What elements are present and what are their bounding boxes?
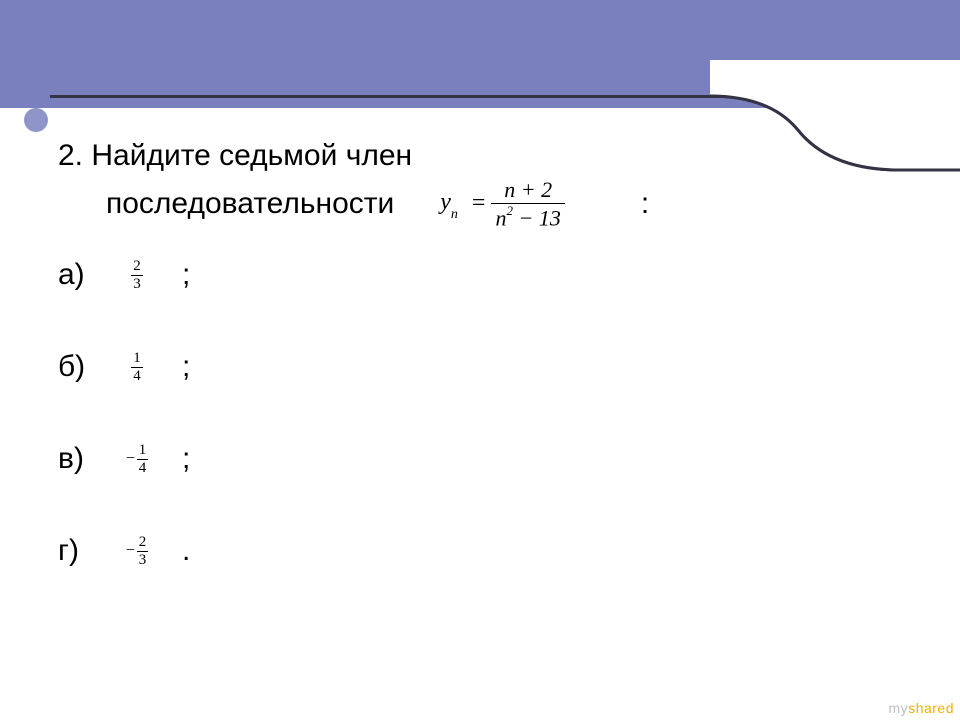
- bullet-dot-icon: [24, 108, 48, 132]
- option-label: б): [58, 350, 92, 384]
- option-g: г) − 2 3 .: [58, 527, 938, 575]
- option-fraction: 1 4: [131, 351, 143, 384]
- question-colon: :: [641, 187, 649, 221]
- option-value: 2 3: [92, 259, 182, 292]
- option-fraction: 2 3: [131, 259, 143, 292]
- option-fraction: 2 3: [137, 535, 149, 568]
- watermark-shared: shared: [908, 700, 954, 716]
- formula-eq: =: [472, 190, 486, 217]
- watermark: myshared: [889, 700, 954, 716]
- formula-fraction-bar: [491, 203, 564, 204]
- option-label: в): [58, 442, 92, 476]
- question-line-1: 2. Найдите седьмой член: [58, 136, 938, 175]
- formula-fraction: n + 2 n2 − 13: [491, 178, 564, 230]
- option-a: а) 2 3 ;: [58, 251, 938, 299]
- option-punct: ;: [182, 258, 212, 292]
- formula-lhs-sub: n: [451, 207, 458, 222]
- negative-sign: −: [126, 542, 135, 560]
- formula-numerator: n + 2: [500, 178, 556, 201]
- sequence-formula: yn = n + 2 n2 − 13: [440, 178, 565, 230]
- answer-options: а) 2 3 ; б) 1 4: [58, 251, 938, 575]
- option-v: в) − 1 4 ;: [58, 435, 938, 483]
- formula-denominator: n2 − 13: [491, 206, 564, 229]
- content-area: 2. Найдите седьмой член последовательнос…: [58, 136, 938, 575]
- slide: 2. Найдите седьмой член последовательнос…: [0, 0, 960, 720]
- formula-lhs: y: [440, 189, 451, 215]
- option-value: − 1 4: [92, 443, 182, 476]
- negative-sign: −: [126, 450, 135, 468]
- option-label: а): [58, 258, 92, 292]
- option-value: 1 4: [92, 351, 182, 384]
- option-fraction: 1 4: [137, 443, 149, 476]
- option-punct: .: [182, 534, 212, 568]
- option-punct: ;: [182, 350, 212, 384]
- watermark-my: my: [889, 700, 909, 716]
- option-label: г): [58, 534, 92, 568]
- option-b: б) 1 4 ;: [58, 343, 938, 391]
- question-line-2: последовательности yn = n + 2 n2 − 13 :: [106, 175, 938, 233]
- option-value: − 2 3: [92, 535, 182, 568]
- question-line-2-text: последовательности: [106, 187, 394, 221]
- option-punct: ;: [182, 442, 212, 476]
